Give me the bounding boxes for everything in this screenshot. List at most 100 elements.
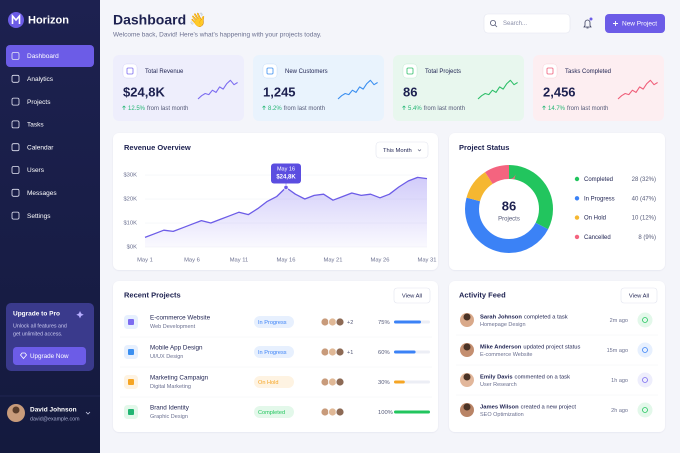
stat-value: 86 <box>403 84 417 99</box>
activity-text: Sarah Johnson completed a task <box>480 314 568 320</box>
avatar-hair <box>463 403 471 411</box>
member-avatar <box>320 407 330 417</box>
highlight-point <box>283 184 289 191</box>
project-name: Brand Identity <box>150 405 190 412</box>
legend-label: Cancelled <box>584 235 611 241</box>
activity-action-icon[interactable] <box>637 342 653 358</box>
project-category: Web Development <box>150 324 196 330</box>
activity-user: Mike Anderson <box>480 344 522 350</box>
progress-bar <box>394 350 416 354</box>
project-icon-glyph <box>128 319 134 325</box>
progress-label: 100% <box>378 410 393 416</box>
status-pill <box>254 376 294 388</box>
x-tick-label: May 16 <box>276 258 295 264</box>
notification-dot <box>589 17 593 21</box>
nav-item[interactable]: Projects <box>27 99 51 106</box>
bell-icon[interactable] <box>583 19 592 29</box>
nav-item[interactable]: Messages <box>27 190 57 197</box>
period-dropdown[interactable] <box>375 141 429 159</box>
new-project-label: New Project <box>622 21 657 28</box>
stat-value: $24,8K <box>123 84 166 99</box>
nav-item[interactable]: Settings <box>27 213 51 220</box>
activity-action-icon[interactable] <box>637 312 653 328</box>
avatar-hair <box>463 313 471 321</box>
new-project-button[interactable] <box>605 14 665 33</box>
member-avatar <box>335 347 345 357</box>
activity-action-icon[interactable] <box>637 372 653 388</box>
project-name: E-commerce Website <box>150 315 211 322</box>
activity-action: completed a task <box>524 314 568 320</box>
nav-item[interactable]: Users <box>27 167 45 174</box>
stat-icon-glyph <box>126 67 134 75</box>
project-name: Mobile App Design <box>150 345 203 352</box>
activity-action-glyph <box>642 407 648 413</box>
activity-action-icon[interactable] <box>637 402 653 418</box>
activity-action-glyph <box>642 347 648 353</box>
y-tick-label: $20K <box>123 197 137 203</box>
activity-text: Mike Anderson updated project status <box>480 344 580 350</box>
avatar-hair <box>463 373 471 381</box>
period-label: This Month <box>383 148 412 154</box>
nav-item[interactable]: Analytics <box>27 76 54 83</box>
diamond-icon <box>19 352 28 360</box>
sparkline <box>477 79 518 100</box>
avatar-hair <box>463 343 471 351</box>
sidebar <box>0 0 100 453</box>
member-avatar <box>320 377 330 387</box>
x-tick-label: May 6 <box>184 258 200 264</box>
member-avatar <box>328 347 337 357</box>
project-icon-glyph <box>128 379 134 385</box>
legend-label: On Hold <box>584 216 606 222</box>
activity-detail: User Research <box>480 382 517 388</box>
stat-card <box>533 55 664 121</box>
member-avatar <box>320 317 330 327</box>
stat-icon-glyph <box>266 67 274 75</box>
status-label: In Progress <box>258 320 287 326</box>
page-title: Dashboard 👋 <box>113 11 207 28</box>
status-pill <box>254 346 294 358</box>
activity-action: created a new project <box>521 404 577 410</box>
nav-item[interactable]: Calendar <box>27 144 54 151</box>
nav-icon <box>11 143 20 152</box>
search-box[interactable] <box>483 13 571 34</box>
member-avatar <box>335 377 345 387</box>
legend-dot <box>574 196 580 201</box>
stat-change: 8.2% from last month <box>268 106 325 112</box>
status-title: Project Status <box>459 143 509 152</box>
activity-action: updated project status <box>523 344 580 350</box>
y-tick-label: $0K <box>127 245 137 251</box>
stat-icon-glyph <box>546 67 554 75</box>
nav-item[interactable]: Tasks <box>27 122 44 129</box>
sparkle-icon <box>76 311 84 319</box>
projects-view-all[interactable] <box>393 287 431 304</box>
activity-action: commented on a task <box>515 374 571 380</box>
status-pill <box>254 406 294 418</box>
x-tick-label: May 1 <box>137 258 153 264</box>
up-arrow <box>262 105 266 110</box>
brand: Horizon <box>28 14 69 26</box>
member-avatar <box>335 407 345 417</box>
nav-icon <box>11 166 20 174</box>
member-extra: +2 <box>347 320 353 326</box>
title-emoji: 👋 <box>189 11 206 28</box>
legend-value: 28 (32%) <box>632 177 656 183</box>
progress-bar <box>394 380 405 384</box>
upgrade-button[interactable] <box>13 347 86 365</box>
plus-icon <box>613 21 618 26</box>
legend-dot <box>574 234 580 240</box>
user-menu-chevron[interactable] <box>85 411 91 415</box>
nav-icon <box>11 97 20 106</box>
change-value: 8.2% <box>268 106 282 112</box>
donut-segment <box>465 165 553 253</box>
x-tick-label: May 21 <box>323 258 342 264</box>
nav-icon <box>11 52 20 60</box>
stat-icon <box>542 63 558 79</box>
progress-bar <box>394 320 421 324</box>
status-pill <box>254 316 294 328</box>
view-all-label: View All <box>629 294 649 300</box>
activity-view-all[interactable] <box>620 287 658 304</box>
nav-item[interactable]: Dashboard <box>27 53 59 60</box>
stat-label: Total Revenue <box>145 69 184 75</box>
member-avatar <box>335 317 345 327</box>
